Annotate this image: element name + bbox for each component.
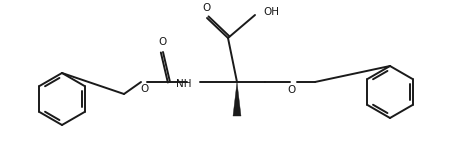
- Text: O: O: [140, 84, 148, 94]
- Polygon shape: [233, 82, 241, 116]
- Text: O: O: [202, 3, 210, 13]
- Text: O: O: [287, 85, 295, 95]
- Text: NH: NH: [175, 79, 191, 89]
- Text: O: O: [158, 37, 166, 47]
- Text: OH: OH: [263, 7, 279, 17]
